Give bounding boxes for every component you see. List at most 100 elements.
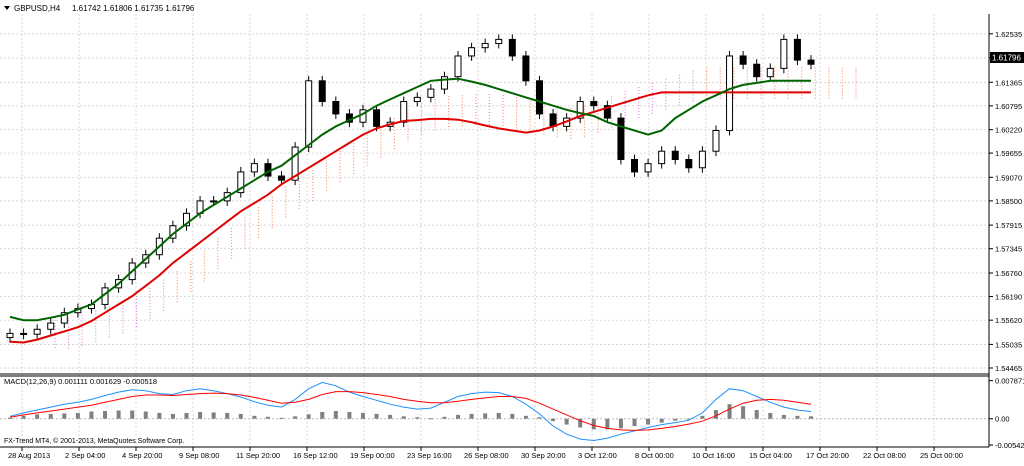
macd-hist-bar: [62, 413, 67, 419]
macd-hist-bar: [673, 418, 678, 421]
price-tick-label: 1.55620: [995, 316, 1022, 325]
candle-body: [793, 38, 801, 61]
macd-hist-bar: [727, 404, 732, 419]
macd-hist-bar: [170, 413, 175, 419]
candle-body: [373, 109, 381, 127]
macd-hist-bar: [35, 414, 40, 419]
candle-body: [685, 158, 693, 169]
time-tick-label: 4 Sep 20:00: [122, 451, 162, 460]
macd-hist-bar: [768, 412, 773, 419]
candle-body: [644, 163, 652, 173]
candle-body: [576, 101, 584, 119]
time-tick-label: 22 Oct 08:00: [863, 451, 906, 460]
candle-body: [753, 63, 761, 78]
macd-hist-bar: [103, 410, 108, 419]
time-tick-label: 26 Sep 08:00: [464, 451, 509, 460]
candle-body: [481, 43, 489, 49]
candle-body: [440, 76, 448, 90]
macd-hist-bar: [130, 410, 135, 419]
macd-hist-bar: [646, 418, 651, 425]
symbol-label: GBPUSD,H4: [14, 4, 61, 13]
macd-line: [9, 381, 812, 442]
macd-hist-bar: [713, 410, 718, 419]
candle-body: [807, 59, 815, 65]
time-tick-label: 10 Oct 16:00: [692, 451, 735, 460]
time-tick-label: 17 Oct 20:00: [806, 451, 849, 460]
price-tick-label: 1.61365: [995, 78, 1022, 87]
candle-body: [468, 47, 476, 57]
candle-body: [495, 38, 503, 45]
copyright-label: FX-Trend MT4, © 2001-2013, MetaQuotes So…: [4, 437, 184, 445]
candle-body: [332, 101, 340, 115]
candle-body: [182, 212, 190, 227]
quote-values: 1.61742 1.61806 1.61735 1.61796: [72, 4, 195, 13]
macd-hist-bar: [496, 412, 501, 419]
macd-hist-bar: [428, 418, 433, 420]
candle-body: [712, 130, 720, 152]
macd-tick-label: 0.00: [995, 415, 1010, 424]
macd-hist-bar: [686, 418, 691, 420]
candle-body: [535, 80, 543, 115]
macd-hist-bar: [483, 413, 488, 419]
candle-body: [590, 101, 598, 107]
current-price-box: [990, 52, 1024, 63]
macd-hist-bar: [401, 416, 406, 419]
candle-body: [549, 113, 557, 127]
candle-body: [698, 150, 706, 169]
price-tick-label: 1.57915: [995, 221, 1022, 230]
candle-body: [33, 328, 41, 335]
macd-hist-bar: [537, 417, 542, 419]
macd-hist-bar: [741, 406, 746, 419]
macd-hist-bar: [116, 410, 121, 419]
candle-body: [210, 200, 218, 203]
time-tick-label: 28 Aug 2013: [8, 451, 50, 460]
macd-hist-bar: [795, 415, 800, 419]
price-tick-label: 1.62535: [995, 30, 1022, 39]
macd-hist-bar: [632, 418, 637, 427]
macd-panel: [0, 381, 989, 442]
macd-hist-bar: [456, 414, 461, 419]
macd-tick-label: 0.007871: [995, 377, 1024, 386]
macd-hist-bar: [809, 416, 813, 419]
price-tick-label: 1.54465: [995, 364, 1022, 373]
macd-hist-bar: [143, 411, 148, 419]
macd-hist-bar: [320, 411, 325, 419]
candle-body: [739, 55, 747, 65]
macd-label: MACD(12,26,9) 0.001111 0.001629 -0.00051…: [4, 377, 157, 386]
macd-hist-bar: [265, 416, 270, 419]
macd-hist-bar: [21, 415, 26, 419]
macd-hist-bar: [510, 413, 515, 419]
candle-body: [20, 332, 28, 335]
macd-hist-bar: [211, 412, 216, 419]
dropdown-triangle-icon[interactable]: [4, 6, 10, 10]
signal-line: [9, 391, 812, 431]
macd-hist-bar: [347, 411, 352, 419]
macd-hist-bar: [388, 414, 393, 419]
macd-hist-bar: [781, 414, 786, 419]
candle-body: [522, 55, 530, 82]
macd-hist-bar: [469, 413, 474, 419]
time-tick-labels: 28 Aug 2013 2 Sep 04:00 4 Sep 20:00 9 Sep 0…: [8, 447, 963, 460]
current-price-label: 1.61796: [992, 54, 1021, 63]
price-tick-label: 1.56760: [995, 269, 1022, 278]
candle-body: [603, 105, 611, 119]
candle-body: [508, 38, 516, 57]
candles: [6, 34, 815, 343]
macd-hist-bar: [564, 418, 569, 425]
time-tick-label: 15 Oct 04:00: [749, 451, 792, 460]
axes: [0, 14, 990, 448]
macd-hist-bar: [754, 410, 759, 419]
candle-body: [6, 332, 14, 339]
candle-body: [454, 55, 462, 78]
macd-hist-bar: [89, 411, 94, 419]
moving-averages: [9, 77, 811, 344]
candle-body: [631, 158, 639, 173]
macd-hist-bar: [8, 417, 12, 419]
macd-hist-bar: [293, 416, 298, 419]
macd-hist-bar: [48, 413, 53, 419]
macd-hist-bar: [238, 413, 243, 419]
time-tick-label: 19 Sep 00:00: [350, 451, 395, 460]
candle-body: [427, 88, 435, 98]
